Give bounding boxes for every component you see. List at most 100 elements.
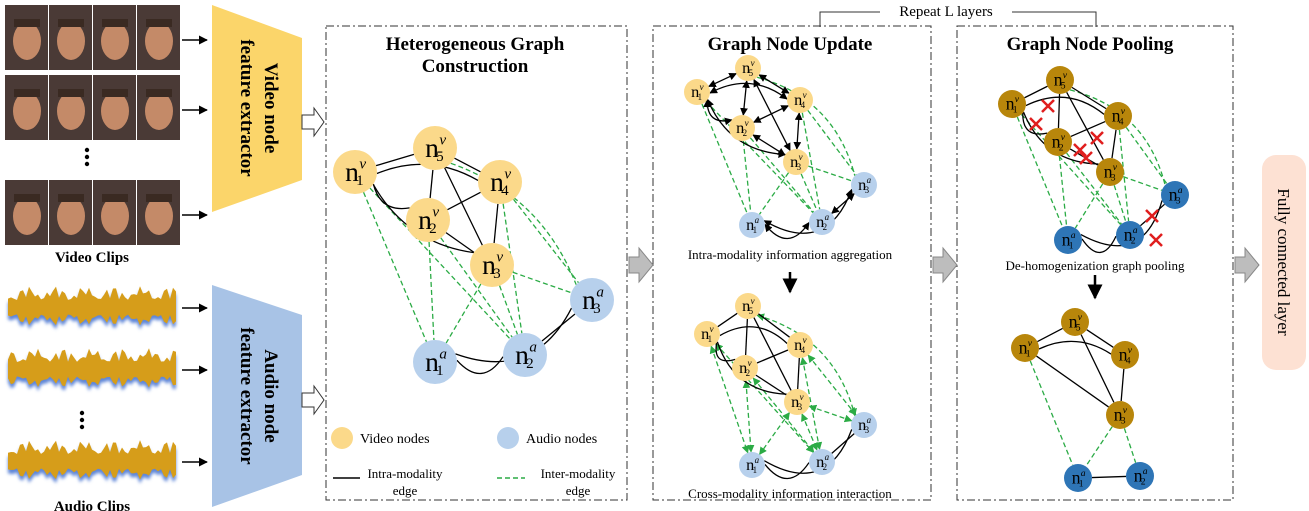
- hair: [58, 194, 84, 202]
- face: [101, 92, 129, 130]
- intra-edge: [1092, 476, 1126, 477]
- intra-edge: [494, 204, 498, 243]
- inter-edge: [1086, 427, 1112, 467]
- inter-edge: [446, 284, 481, 343]
- node-sub: 3: [1176, 195, 1181, 206]
- dot: [80, 411, 84, 415]
- intra-edge: [376, 154, 414, 165]
- node-sup: v: [1063, 70, 1068, 81]
- node-sub: 2: [823, 462, 827, 472]
- intra-edge: [542, 314, 575, 341]
- node-sup: a: [1081, 468, 1086, 479]
- node-sub: 2: [823, 222, 827, 232]
- node-sup: v: [803, 90, 807, 100]
- node-sub: 1: [1079, 478, 1084, 489]
- intra-edge: [1025, 86, 1048, 97]
- intra-edge: [757, 350, 788, 363]
- node-sup: a: [867, 175, 872, 185]
- node-sup: v: [803, 335, 807, 345]
- hair: [14, 19, 40, 27]
- node-sub: 1: [753, 465, 757, 475]
- face: [57, 197, 85, 235]
- node-sup: v: [439, 133, 446, 149]
- face: [101, 197, 129, 235]
- node-sub: 4: [1119, 116, 1124, 127]
- panel-title: Graph Node Update: [708, 34, 873, 55]
- face: [57, 92, 85, 130]
- face: [145, 92, 173, 130]
- inter-edge: [743, 141, 750, 212]
- caption: De-homogenization graph pooling: [1005, 258, 1185, 273]
- legend-label: Intra-modality: [367, 466, 443, 481]
- dot: [80, 418, 84, 422]
- node-sub: 3: [1111, 172, 1116, 183]
- node-sup: a: [755, 215, 760, 225]
- inputs: [5, 5, 207, 484]
- node-sub: 1: [1069, 240, 1074, 251]
- node-sup: v: [745, 118, 749, 128]
- inter-edge: [1075, 184, 1102, 228]
- intra-edge: [754, 106, 789, 123]
- hair: [14, 89, 40, 97]
- dot: [85, 148, 89, 152]
- audio-extractor-label: feature extractor: [236, 327, 257, 465]
- node-sub: 3: [593, 301, 601, 317]
- node-sup: a: [1178, 185, 1183, 196]
- inter-edge: [753, 378, 814, 452]
- node-sub: 2: [526, 356, 534, 372]
- node-sup: a: [867, 415, 872, 425]
- node-sub: 1: [698, 92, 702, 102]
- intra-edge: [754, 318, 791, 391]
- node-sup: v: [800, 392, 804, 402]
- face: [101, 22, 129, 60]
- intra-edge: [446, 233, 474, 253]
- node-sub: 3: [797, 162, 802, 172]
- intra-edge: [764, 189, 852, 233]
- audio-extractor-label: Audio node: [260, 349, 281, 442]
- node-sup: v: [751, 58, 755, 68]
- node-sup: v: [1128, 345, 1133, 356]
- intra-edge: [746, 319, 748, 355]
- hair: [146, 89, 172, 97]
- hair: [14, 194, 40, 202]
- node-sup: v: [359, 157, 366, 173]
- hair: [102, 19, 128, 27]
- inter-edge: [802, 414, 817, 450]
- node-sup: v: [1123, 405, 1128, 416]
- waveform: [8, 348, 176, 387]
- node-sup: v: [496, 250, 503, 266]
- node-sup: v: [1113, 162, 1118, 173]
- node-sup: a: [596, 285, 604, 301]
- legend-label: Video nodes: [360, 432, 430, 447]
- node-sub: 2: [746, 368, 750, 378]
- node-sup: v: [700, 82, 704, 92]
- panel-title: Heterogeneous Graph: [386, 34, 565, 55]
- node-sup: v: [1078, 312, 1083, 323]
- node-sub: 1: [753, 225, 757, 235]
- node-sup: a: [439, 347, 447, 363]
- intra-edge: [1058, 94, 1059, 128]
- dot: [85, 155, 89, 159]
- intra-edge: [1072, 87, 1106, 108]
- flow-arrow: [933, 248, 957, 282]
- node-sup: v: [1028, 338, 1033, 349]
- legend-label: edge: [393, 483, 418, 498]
- node-sub: 4: [1126, 355, 1131, 366]
- legend-label: Inter-modality: [541, 466, 616, 481]
- intra-edge: [710, 83, 787, 99]
- inter-edge: [760, 413, 790, 455]
- intra-edge: [707, 100, 732, 121]
- intra-edge: [764, 429, 852, 473]
- node-sup: v: [504, 167, 511, 183]
- caption: Cross-modality information interaction: [688, 486, 892, 501]
- inter-edge: [513, 272, 571, 292]
- intra-edge: [720, 327, 787, 344]
- intra-edge: [1036, 356, 1108, 407]
- node-sub: 2: [1141, 476, 1146, 487]
- dot: [80, 425, 84, 429]
- intra-edge: [1082, 236, 1116, 252]
- intra-edge: [1112, 130, 1116, 158]
- node-sup: a: [825, 452, 830, 462]
- face: [13, 197, 41, 235]
- node-sub: 5: [436, 149, 444, 165]
